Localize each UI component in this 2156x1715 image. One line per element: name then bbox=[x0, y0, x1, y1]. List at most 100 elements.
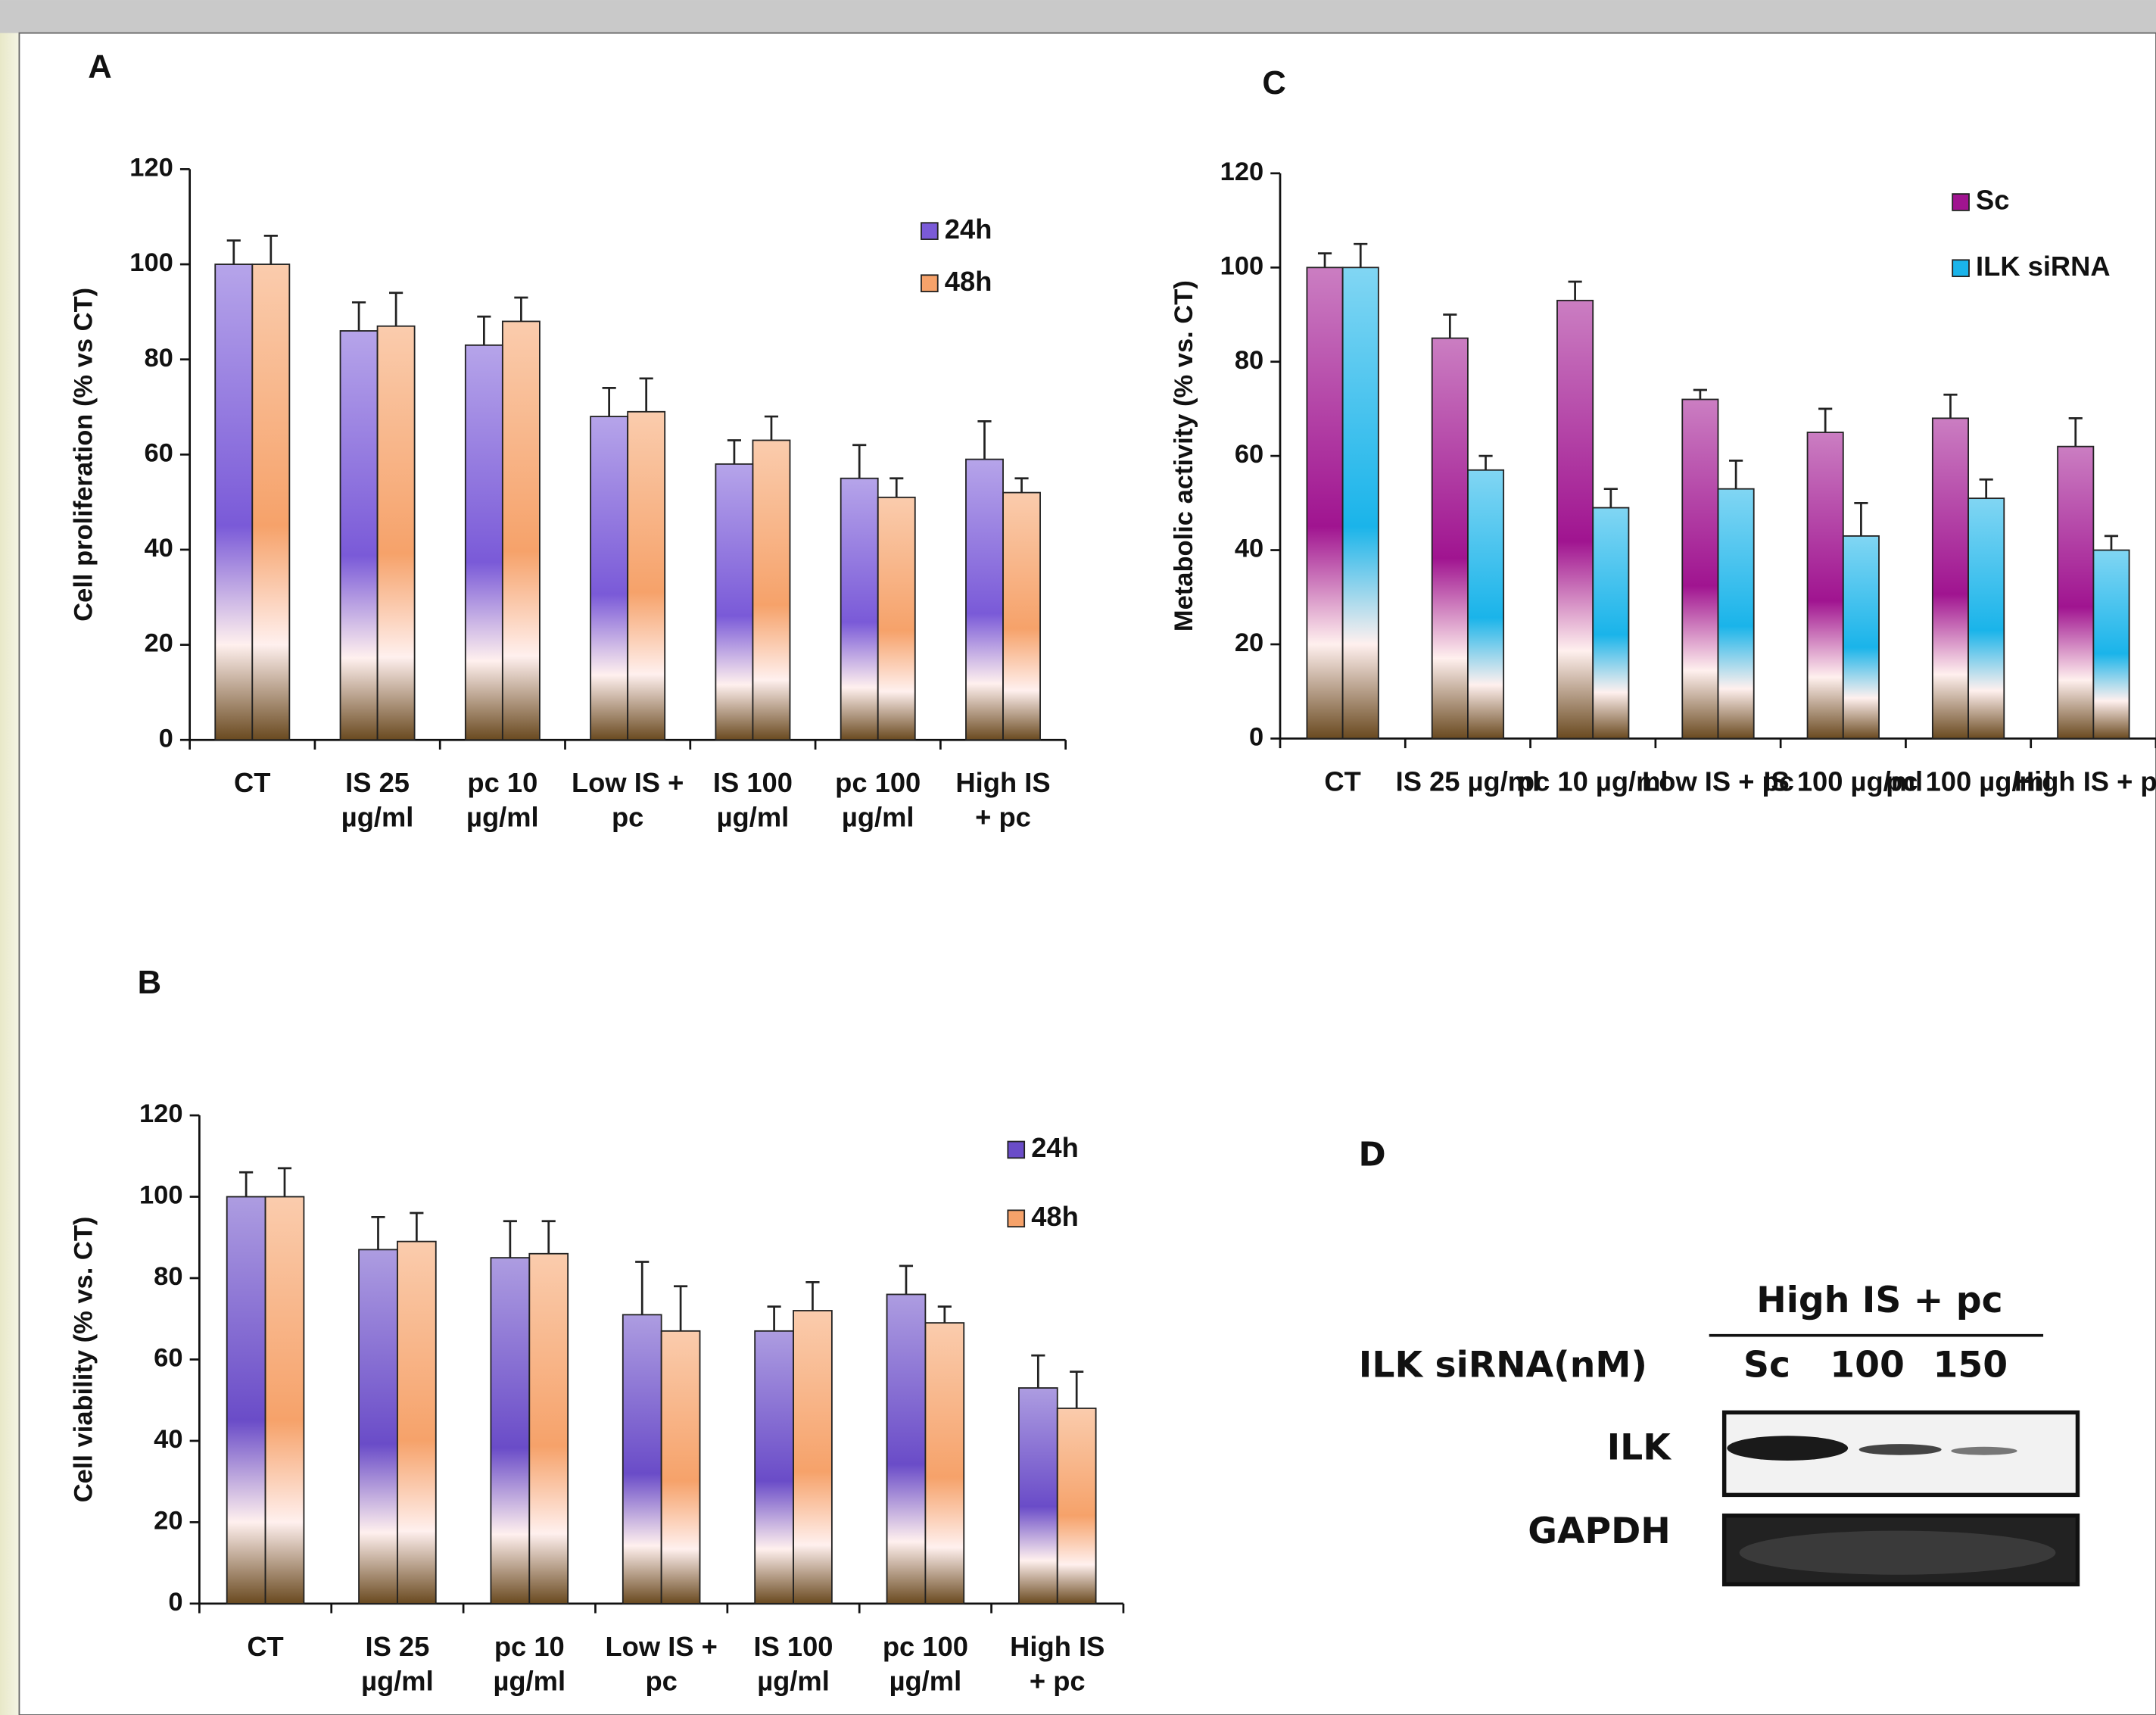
page: { "chart_data": [ { "type": "bar", "labe… bbox=[0, 0, 2156, 1715]
legend-label: 24h bbox=[945, 214, 992, 245]
bar bbox=[925, 1323, 964, 1604]
legend-label: 48h bbox=[1031, 1201, 1079, 1232]
bar bbox=[878, 497, 915, 740]
bar bbox=[1432, 338, 1468, 739]
x-tick-label: IS 25 µg/ml bbox=[338, 1631, 456, 1700]
legend-label: 48h bbox=[945, 266, 992, 297]
band bbox=[1951, 1447, 2017, 1455]
legend-label: 24h bbox=[1031, 1132, 1079, 1163]
x-tick-label: pc 10 µg/ml bbox=[470, 1631, 588, 1700]
bar bbox=[1343, 267, 1379, 738]
x-tick-label: High IS + pc bbox=[2011, 766, 2156, 800]
x-tick-label: IS 100 µg/ml bbox=[693, 768, 812, 837]
bar bbox=[397, 1242, 436, 1604]
y-tick-label: 100 bbox=[1220, 251, 1264, 280]
y-tick-label: 100 bbox=[129, 248, 173, 277]
y-tick-label: 40 bbox=[144, 534, 173, 563]
y-tick-label: 120 bbox=[139, 1099, 183, 1128]
bar bbox=[755, 1331, 793, 1604]
y-axis-title: Cell viability (% vs. CT) bbox=[70, 1217, 98, 1503]
y-tick-label: 80 bbox=[144, 344, 173, 373]
x-tick-label: CT bbox=[206, 1631, 324, 1665]
y-tick-label: 20 bbox=[154, 1507, 182, 1536]
bar bbox=[378, 326, 415, 740]
y-tick-label: 80 bbox=[154, 1262, 182, 1291]
bar bbox=[466, 345, 503, 740]
panel-label: A bbox=[88, 48, 111, 85]
y-tick-label: 40 bbox=[1235, 535, 1263, 563]
y-tick-label: 60 bbox=[1235, 440, 1263, 469]
y-tick-label: 100 bbox=[139, 1181, 183, 1210]
bar bbox=[1019, 1388, 1058, 1604]
bar bbox=[1718, 489, 1754, 739]
bar bbox=[227, 1197, 266, 1604]
bar bbox=[793, 1311, 832, 1604]
legend-swatch bbox=[1008, 1142, 1024, 1158]
bar bbox=[1003, 493, 1040, 741]
x-tick-label: pc 100 µg/ml bbox=[819, 768, 937, 837]
x-tick-label: pc 100 µg/ml bbox=[866, 1631, 984, 1700]
bar bbox=[1808, 432, 1843, 738]
legend-swatch bbox=[1952, 194, 1969, 210]
y-tick-label: 60 bbox=[154, 1344, 182, 1373]
panel-label: B bbox=[138, 965, 161, 1001]
bar bbox=[715, 464, 752, 740]
row-title: ILK siRNA(nM) bbox=[1359, 1344, 1647, 1386]
x-tick-label: High IS + pc bbox=[944, 768, 1062, 837]
bar bbox=[841, 479, 878, 740]
side-strip bbox=[0, 33, 19, 1715]
y-tick-label: 40 bbox=[154, 1425, 182, 1454]
bar bbox=[623, 1314, 662, 1604]
bar bbox=[252, 264, 289, 740]
blot-header: High IS + pc bbox=[1756, 1280, 2002, 1321]
x-tick-label: CT bbox=[193, 768, 311, 802]
bar bbox=[215, 264, 252, 740]
y-tick-label: 20 bbox=[144, 629, 173, 658]
bar bbox=[662, 1331, 700, 1604]
bar bbox=[266, 1197, 304, 1604]
bar bbox=[1468, 470, 1503, 739]
y-tick-label: 60 bbox=[144, 438, 173, 467]
x-tick-label: High IS + pc bbox=[999, 1631, 1117, 1700]
lane-label: Sc bbox=[1743, 1344, 1790, 1386]
bar bbox=[529, 1254, 568, 1604]
x-tick-label-box: High IS + pc bbox=[921, 768, 1086, 850]
bar bbox=[887, 1294, 926, 1603]
bar bbox=[1557, 301, 1593, 739]
panel-label: C bbox=[1262, 65, 1285, 101]
bar bbox=[1843, 536, 1879, 738]
bar bbox=[1593, 508, 1628, 739]
x-tick-label: Low IS + pc bbox=[569, 768, 687, 837]
panel-label: D bbox=[1359, 1137, 1386, 1174]
bar bbox=[1933, 418, 1968, 738]
y-tick-label: 20 bbox=[1235, 628, 1263, 657]
legend-swatch bbox=[1008, 1210, 1024, 1227]
bar bbox=[1307, 267, 1342, 738]
legend-swatch bbox=[921, 275, 938, 292]
bar bbox=[491, 1258, 529, 1604]
bar bbox=[1968, 498, 2004, 738]
y-tick-label: 0 bbox=[1249, 722, 1263, 751]
bar bbox=[590, 416, 628, 740]
legend-swatch bbox=[921, 223, 938, 239]
legend-label: Sc bbox=[1976, 185, 2009, 216]
x-tick-label: IS 25 µg/ml bbox=[318, 768, 436, 837]
x-tick-label-box: High IS + pc bbox=[975, 1631, 1140, 1713]
bar bbox=[341, 331, 378, 740]
legend-swatch bbox=[1952, 260, 1969, 276]
x-tick-label: pc 10 µg/ml bbox=[444, 768, 562, 837]
band bbox=[1727, 1436, 1848, 1461]
x-tick-label: IS 100 µg/ml bbox=[734, 1631, 852, 1700]
x-tick-label: Low IS + pc bbox=[603, 1631, 721, 1700]
y-axis-title: Metabolic activity (% vs. CT) bbox=[1170, 280, 1198, 631]
x-tick-label-box: High IS + pc bbox=[2011, 766, 2156, 849]
figure: D High IS + pc ILK siRNA(nM) Sc 100 150 … bbox=[0, 0, 2156, 1715]
y-axis-title: Cell proliferation (% vs CT) bbox=[70, 288, 98, 622]
bar bbox=[2093, 550, 2129, 739]
bar bbox=[628, 412, 665, 740]
bar bbox=[503, 321, 540, 740]
lane-label: 100 bbox=[1830, 1344, 1905, 1386]
y-tick-label: 80 bbox=[1235, 346, 1263, 375]
band bbox=[1740, 1531, 2056, 1575]
band-label: ILK bbox=[1607, 1427, 1673, 1468]
